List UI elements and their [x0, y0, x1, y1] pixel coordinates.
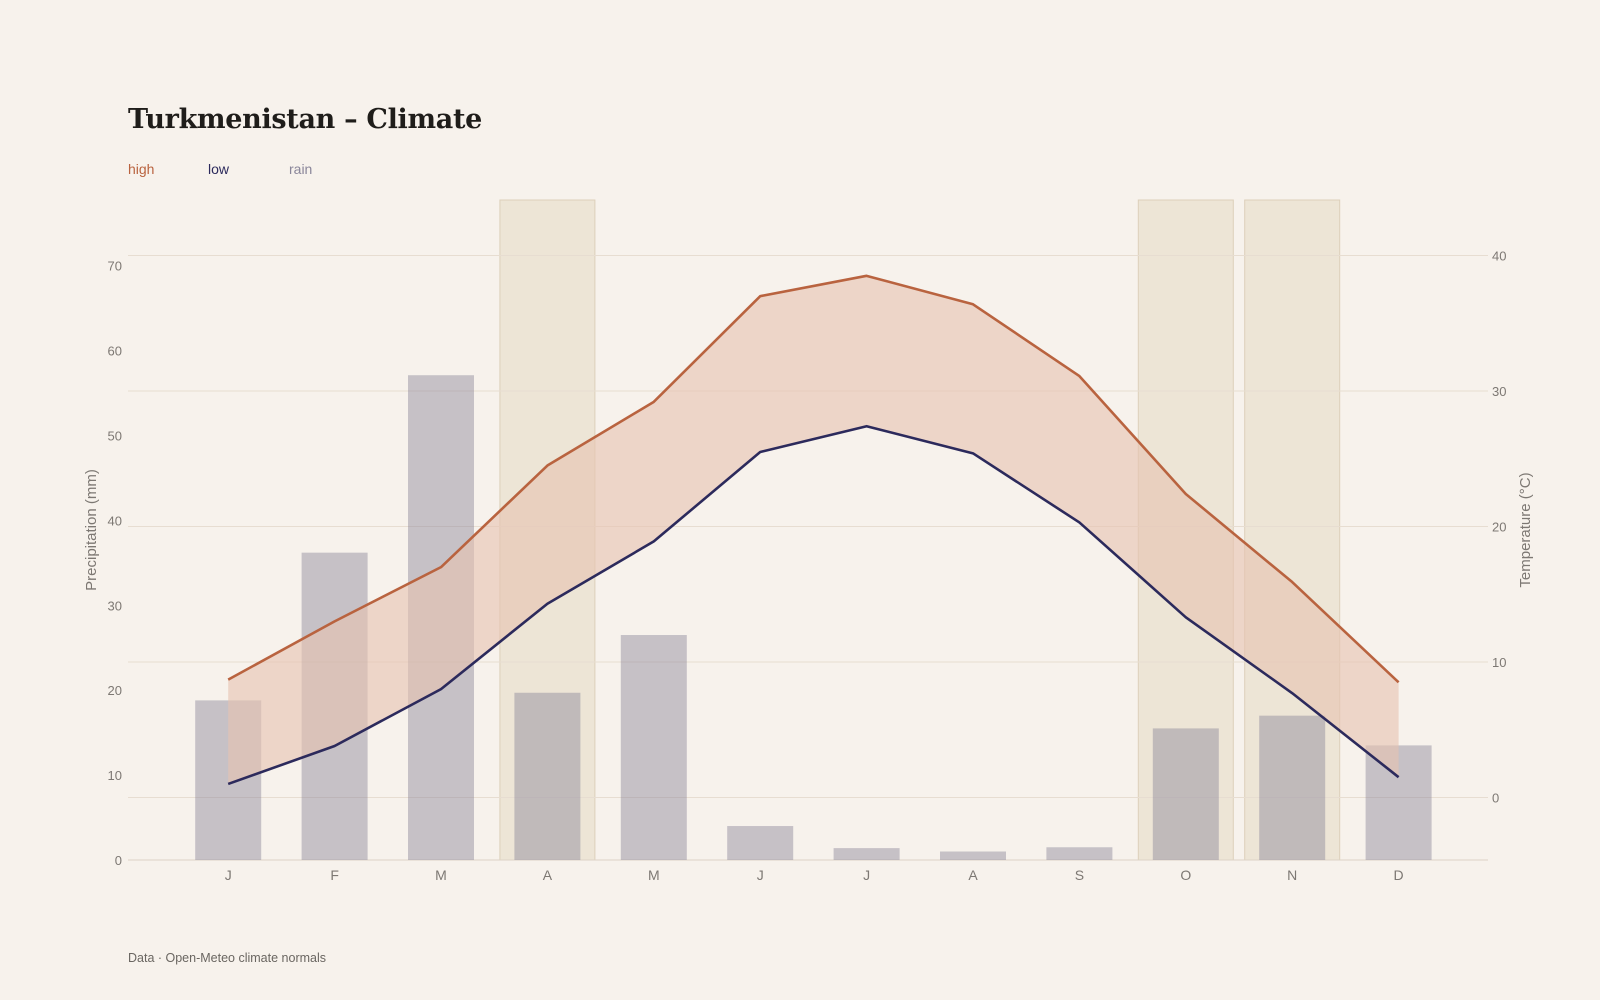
left-tick-label-20: 20	[108, 683, 122, 698]
left-tick-label-70: 70	[108, 259, 122, 274]
temperature-band	[228, 275, 1399, 784]
right-tick-label-30: 30	[1492, 384, 1506, 399]
left-tick-label-0: 0	[115, 853, 122, 868]
left-axis-label: Precipitation (mm)	[83, 469, 100, 591]
rain-bar-7	[940, 851, 1006, 860]
axes: 0 10 20 30 40 50 60 70 0 10 20 30 40 J F M A M J J A S O N D Prec…	[83, 249, 1534, 884]
rain-bar-4	[620, 635, 687, 860]
x-tick-label-9: O	[1180, 867, 1191, 883]
x-tick-label-5: J	[757, 867, 764, 883]
legend-low: low	[208, 161, 230, 177]
rain-bar-6	[833, 848, 900, 860]
low-line	[227, 424, 1400, 786]
x-tick-label-2: M	[435, 867, 447, 883]
x-tick-label-1: F	[330, 867, 339, 883]
left-tick-label-40: 40	[108, 513, 122, 528]
high-line	[227, 274, 1400, 684]
right-axis-label: Temperature (°C)	[1517, 472, 1534, 587]
x-tick-label-7: A	[968, 867, 978, 883]
right-tick-label-0: 0	[1492, 791, 1499, 806]
left-tick-label-10: 10	[108, 768, 122, 783]
rain-bar-5	[727, 826, 794, 860]
x-tick-label-0: J	[225, 867, 232, 883]
left-tick-label-60: 60	[108, 344, 122, 359]
x-tick-label-10: N	[1287, 867, 1297, 883]
temperature-range-band	[228, 275, 1399, 784]
x-tick-label-11: D	[1394, 867, 1404, 883]
x-tick-label-6: J	[863, 867, 870, 883]
temperature-lines	[227, 274, 1400, 786]
right-tick-label-10: 10	[1492, 655, 1506, 670]
legend: high low rain	[128, 161, 312, 177]
legend-rain: rain	[289, 161, 313, 177]
rain-bar-9	[1152, 728, 1219, 860]
x-tick-label-8: S	[1075, 867, 1084, 883]
rain-bar-8	[1046, 847, 1113, 860]
legend-high: high	[128, 161, 155, 177]
chart-title: Turkmenistan – Climate	[128, 104, 483, 135]
highlight-column-10	[1244, 199, 1341, 861]
rain-bar-3	[514, 692, 581, 860]
right-tick-label-20: 20	[1492, 520, 1506, 535]
data-source-note: Data · Open-Meteo climate normals	[128, 951, 326, 965]
left-tick-label-30: 30	[108, 598, 122, 613]
x-tick-label-4: M	[648, 867, 660, 883]
x-tick-label-3: A	[543, 867, 553, 883]
right-tick-label-40: 40	[1492, 249, 1506, 264]
left-tick-label-50: 50	[108, 429, 122, 444]
rain-bar-10	[1259, 715, 1326, 860]
